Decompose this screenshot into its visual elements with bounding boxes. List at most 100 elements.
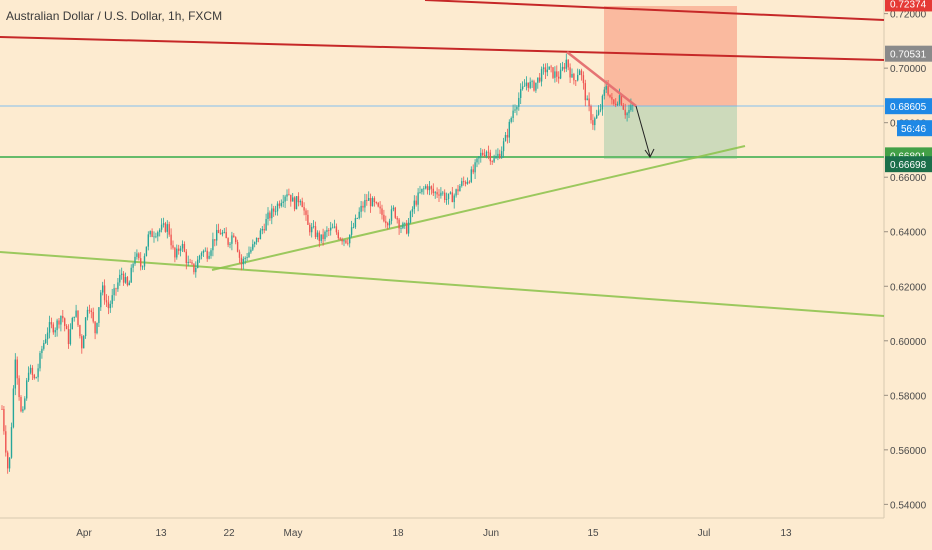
candle-body — [295, 196, 298, 210]
candle-body — [521, 86, 524, 90]
candle-body — [590, 106, 592, 121]
candle-body — [466, 181, 469, 184]
candle-body — [324, 231, 326, 240]
take-profit-zone[interactable] — [604, 106, 737, 159]
candle-body — [50, 322, 53, 325]
candle-body — [613, 99, 615, 104]
candle-body — [449, 192, 452, 194]
candle-body — [364, 200, 366, 208]
candle-body — [362, 205, 364, 208]
candle-body — [246, 257, 248, 259]
candle-body — [168, 224, 170, 235]
candle-body — [92, 311, 94, 322]
candle-body — [170, 234, 172, 246]
candle-body — [195, 268, 197, 273]
candle-body — [200, 253, 203, 256]
candle-body — [75, 310, 77, 317]
candle-body — [575, 80, 577, 82]
candle-body — [197, 259, 199, 269]
candle-body — [174, 247, 176, 258]
candle-body — [5, 431, 7, 453]
candle-body — [618, 95, 621, 104]
candle-body — [12, 388, 15, 428]
candle-body — [472, 169, 474, 173]
candle-body — [166, 224, 168, 232]
candle-body — [16, 359, 18, 379]
candle-body — [292, 197, 294, 202]
price-tag-label: 0.68605 — [890, 102, 927, 113]
candle-body — [582, 75, 585, 84]
resistance-trendline[interactable] — [0, 36, 885, 61]
candle-body — [597, 110, 600, 115]
candle-body — [77, 310, 79, 326]
candle-body — [373, 198, 376, 203]
candle-body — [229, 243, 231, 245]
candle-body — [411, 209, 414, 212]
candle-body — [531, 81, 533, 83]
candle-body — [278, 203, 281, 206]
candle-body — [510, 118, 512, 122]
candle-body — [352, 227, 355, 228]
candle-body — [136, 253, 138, 257]
candle-body — [394, 207, 396, 218]
candle-body — [518, 97, 520, 107]
candle-body — [233, 235, 235, 238]
candle-body — [138, 253, 140, 259]
descending-pattern-line[interactable] — [566, 51, 637, 107]
time-axis[interactable]: Apr 13 22 May 18 Jun 15 Jul 13 — [76, 528, 792, 539]
candle-body — [151, 231, 153, 237]
candle-body — [322, 234, 324, 240]
candle-body — [559, 69, 562, 79]
candle-body — [504, 134, 507, 142]
upper-resistance-line[interactable] — [424, 0, 885, 21]
candle-body — [22, 409, 24, 412]
candle-body — [337, 232, 339, 239]
projection-arrow-line[interactable] — [635, 105, 651, 157]
candle-body — [626, 113, 628, 116]
candle-body — [265, 218, 267, 231]
candle-body — [413, 200, 415, 210]
candle-body — [468, 181, 471, 183]
countdown-label: 56:46 — [901, 124, 926, 135]
candle-body — [584, 83, 586, 101]
candle-body — [527, 82, 529, 88]
candle-body — [554, 71, 556, 78]
rising-support-trendline[interactable] — [211, 145, 746, 271]
candle-body — [98, 307, 100, 323]
candle-body — [1, 408, 3, 410]
candle-body — [231, 235, 233, 244]
candle-body — [236, 242, 239, 252]
price-tick-label: 0.62000 — [890, 282, 927, 293]
candle-body — [128, 282, 130, 286]
candle-body — [248, 252, 250, 258]
candle-body — [227, 238, 229, 245]
chart-title: Australian Dollar / U.S. Dollar, 1h, FXC… — [6, 9, 223, 23]
candle-body — [445, 199, 448, 200]
price-tag-box — [885, 98, 932, 115]
candle-body — [461, 181, 463, 186]
long-term-trendline[interactable] — [0, 251, 885, 317]
candle-body — [316, 232, 319, 238]
candle-body — [586, 98, 588, 101]
candle-body — [240, 257, 243, 265]
candle-body — [105, 300, 108, 303]
candle-body — [573, 73, 575, 81]
candle-body — [339, 238, 341, 240]
candle-body — [440, 192, 442, 196]
candle-body — [67, 329, 70, 345]
candle-body — [620, 95, 623, 106]
candle-body — [46, 332, 49, 340]
candle-body — [421, 188, 423, 193]
candle-body — [328, 230, 330, 231]
candle-body — [341, 239, 343, 242]
candle-body — [406, 222, 408, 234]
candle-body — [206, 250, 208, 259]
candle-body — [311, 226, 313, 233]
candle-body — [485, 151, 488, 157]
candle-body — [305, 210, 307, 215]
candle-body — [371, 198, 374, 207]
countdown-tag-box — [897, 120, 932, 137]
candle-body — [343, 240, 345, 242]
